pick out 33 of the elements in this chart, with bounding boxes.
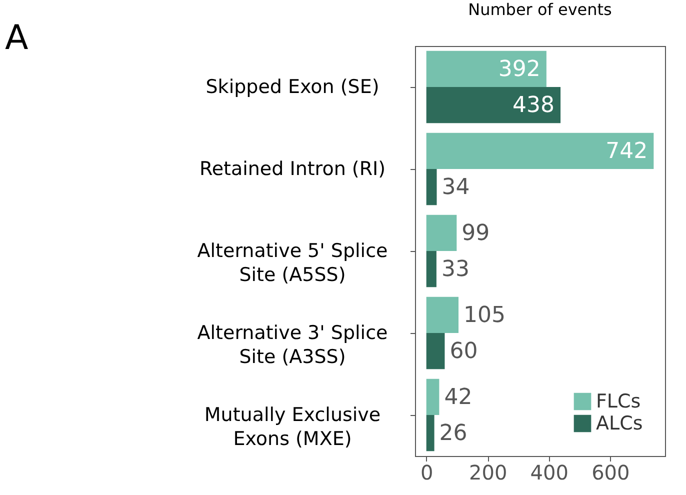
y-tick-label: Alternative 5' Splice Site (A5SS) xyxy=(197,240,388,286)
y-tick-label: Retained Intron (RI) xyxy=(199,158,386,180)
bar xyxy=(426,132,654,169)
chart-title: Number of events xyxy=(468,0,612,19)
legend-label: FLCs xyxy=(596,390,641,412)
data-label: 392 xyxy=(498,56,540,82)
data-label: 33 xyxy=(441,257,470,282)
bar xyxy=(426,378,440,415)
text: A xyxy=(5,18,28,58)
data-label: 42 xyxy=(444,384,472,410)
bar xyxy=(426,333,445,370)
data-label: 26 xyxy=(439,421,468,446)
bar xyxy=(426,214,457,251)
bar xyxy=(426,50,546,87)
data-label: 60 xyxy=(450,339,478,364)
data-label: 105 xyxy=(464,302,506,328)
data-label: 438 xyxy=(512,93,555,118)
bar xyxy=(426,415,434,452)
y-tick-label: Skipped Exon (SE) xyxy=(206,76,380,98)
data-label: 742 xyxy=(606,138,648,164)
data-label: 34 xyxy=(442,175,470,200)
x-tick-label: 200 xyxy=(469,460,508,484)
bar xyxy=(426,169,437,206)
y-tick-label: Alternative 3' Splice Site (A3SS) xyxy=(197,322,388,368)
x-tick-label: 0 xyxy=(420,460,434,484)
bar xyxy=(426,87,561,124)
legend-label: ALCs xyxy=(596,412,643,434)
data-label: 99 xyxy=(462,220,490,246)
bar xyxy=(426,251,436,288)
x-tick-label: 600 xyxy=(592,460,630,484)
x-tick-label: 400 xyxy=(530,460,568,484)
y-tick-label: Mutually Exclusive Exons (MXE) xyxy=(204,404,381,450)
bar xyxy=(426,296,459,333)
